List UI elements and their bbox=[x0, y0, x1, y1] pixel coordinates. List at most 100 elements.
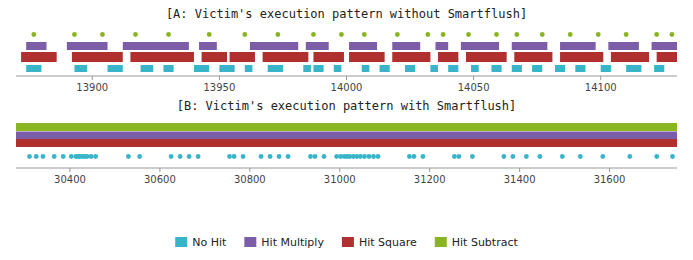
point bbox=[100, 32, 105, 37]
x-tick-label: 31200 bbox=[414, 174, 446, 185]
segment bbox=[230, 52, 255, 62]
legend-item: No Hit bbox=[175, 236, 227, 249]
point bbox=[537, 154, 542, 159]
legend-swatch bbox=[435, 237, 447, 247]
segment bbox=[349, 52, 385, 62]
segment bbox=[219, 65, 234, 72]
segment bbox=[438, 52, 458, 62]
point bbox=[412, 154, 417, 159]
point bbox=[407, 154, 412, 159]
segment bbox=[654, 65, 664, 72]
x-tick-label: 14050 bbox=[458, 82, 490, 93]
segment bbox=[199, 42, 217, 50]
panel-title: [B: Victim's execution pattern with Smar… bbox=[177, 99, 517, 113]
series bbox=[26, 42, 677, 50]
segment bbox=[657, 52, 677, 62]
point bbox=[61, 154, 66, 159]
point bbox=[275, 32, 280, 37]
point bbox=[196, 154, 201, 159]
panel-title: [A: Victim's execution pattern without S… bbox=[166, 7, 527, 21]
point bbox=[169, 154, 174, 159]
segment bbox=[16, 132, 677, 140]
x-tick bbox=[346, 76, 347, 80]
x-tick-label: 30600 bbox=[144, 174, 176, 185]
segment bbox=[652, 42, 677, 50]
point bbox=[654, 154, 659, 159]
x-tick-label: 30400 bbox=[54, 174, 86, 185]
point bbox=[339, 32, 344, 37]
segment bbox=[303, 65, 311, 72]
point bbox=[311, 32, 316, 37]
segment bbox=[555, 65, 565, 72]
point bbox=[395, 32, 400, 37]
point bbox=[524, 154, 529, 159]
segment bbox=[16, 123, 677, 131]
x-tick-label: 13900 bbox=[76, 82, 108, 93]
series bbox=[21, 52, 677, 62]
point bbox=[277, 154, 282, 159]
x-tick-label: 13950 bbox=[203, 82, 235, 93]
legend-label: Hit Subtract bbox=[452, 236, 519, 249]
point bbox=[540, 32, 545, 37]
x-tick-label: 31400 bbox=[504, 174, 536, 185]
segment bbox=[313, 52, 344, 62]
segment bbox=[405, 65, 415, 72]
point bbox=[232, 154, 237, 159]
segment bbox=[512, 42, 548, 50]
segment bbox=[532, 65, 542, 72]
legend-label: Hit Multiply bbox=[261, 236, 324, 249]
point bbox=[457, 154, 462, 159]
series bbox=[16, 139, 677, 147]
segment bbox=[263, 52, 309, 62]
x-tick bbox=[249, 168, 250, 172]
x-tick bbox=[339, 168, 340, 172]
segment bbox=[245, 65, 253, 72]
x-tick-label: 31000 bbox=[324, 174, 356, 185]
segment bbox=[306, 42, 329, 50]
series bbox=[27, 154, 675, 159]
point bbox=[268, 154, 273, 159]
point bbox=[466, 32, 471, 37]
series bbox=[26, 65, 664, 72]
segment bbox=[512, 65, 522, 72]
x-tick bbox=[219, 76, 220, 80]
x-tick bbox=[473, 76, 474, 80]
point bbox=[34, 154, 39, 159]
plot-area bbox=[21, 32, 677, 72]
segment bbox=[163, 65, 173, 72]
segment bbox=[435, 42, 448, 50]
point bbox=[441, 32, 446, 37]
point bbox=[600, 154, 605, 159]
point bbox=[376, 154, 381, 159]
point bbox=[259, 154, 264, 159]
point bbox=[242, 32, 247, 37]
legend: No HitHit MultiplyHit SquareHit Subtract bbox=[175, 236, 518, 249]
segment bbox=[21, 52, 57, 62]
point bbox=[560, 154, 565, 159]
segment bbox=[466, 52, 507, 62]
segment bbox=[601, 65, 611, 72]
segment bbox=[611, 52, 649, 62]
point bbox=[367, 154, 372, 159]
point bbox=[322, 154, 327, 159]
point bbox=[624, 32, 629, 37]
segment bbox=[313, 65, 323, 72]
legend-item: Hit Subtract bbox=[435, 236, 519, 249]
point bbox=[31, 32, 36, 37]
segment bbox=[202, 52, 227, 62]
segment bbox=[448, 65, 458, 72]
point bbox=[69, 154, 74, 159]
x-tick-label: 14000 bbox=[331, 82, 363, 93]
segment bbox=[334, 65, 342, 72]
segment bbox=[491, 65, 501, 72]
x-tick bbox=[69, 168, 70, 172]
segment bbox=[108, 65, 123, 72]
segment bbox=[16, 139, 677, 147]
point bbox=[27, 154, 32, 159]
point bbox=[501, 154, 506, 159]
point bbox=[166, 32, 171, 37]
point bbox=[89, 154, 94, 159]
segment bbox=[268, 65, 283, 72]
segment bbox=[250, 42, 298, 50]
x-tick bbox=[600, 76, 601, 80]
